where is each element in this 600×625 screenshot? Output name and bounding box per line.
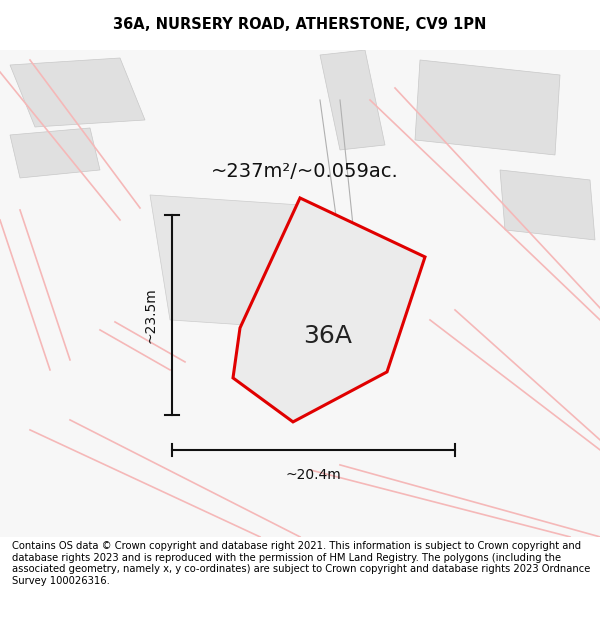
Text: ~237m²/~0.059ac.: ~237m²/~0.059ac. [211,162,399,181]
Polygon shape [415,60,560,155]
Text: ~23.5m: ~23.5m [143,287,157,342]
Text: 36A, NURSERY ROAD, ATHERSTONE, CV9 1PN: 36A, NURSERY ROAD, ATHERSTONE, CV9 1PN [113,18,487,32]
Text: Contains OS data © Crown copyright and database right 2021. This information is : Contains OS data © Crown copyright and d… [12,541,590,586]
Text: 36A: 36A [304,324,353,348]
Polygon shape [150,195,320,330]
Text: ~20.4m: ~20.4m [286,468,341,482]
Text: Map shows position and indicative extent of the property.: Map shows position and indicative extent… [120,59,480,72]
Polygon shape [10,58,145,127]
Polygon shape [320,50,385,150]
Polygon shape [233,198,425,422]
Polygon shape [500,170,595,240]
Polygon shape [10,128,100,178]
